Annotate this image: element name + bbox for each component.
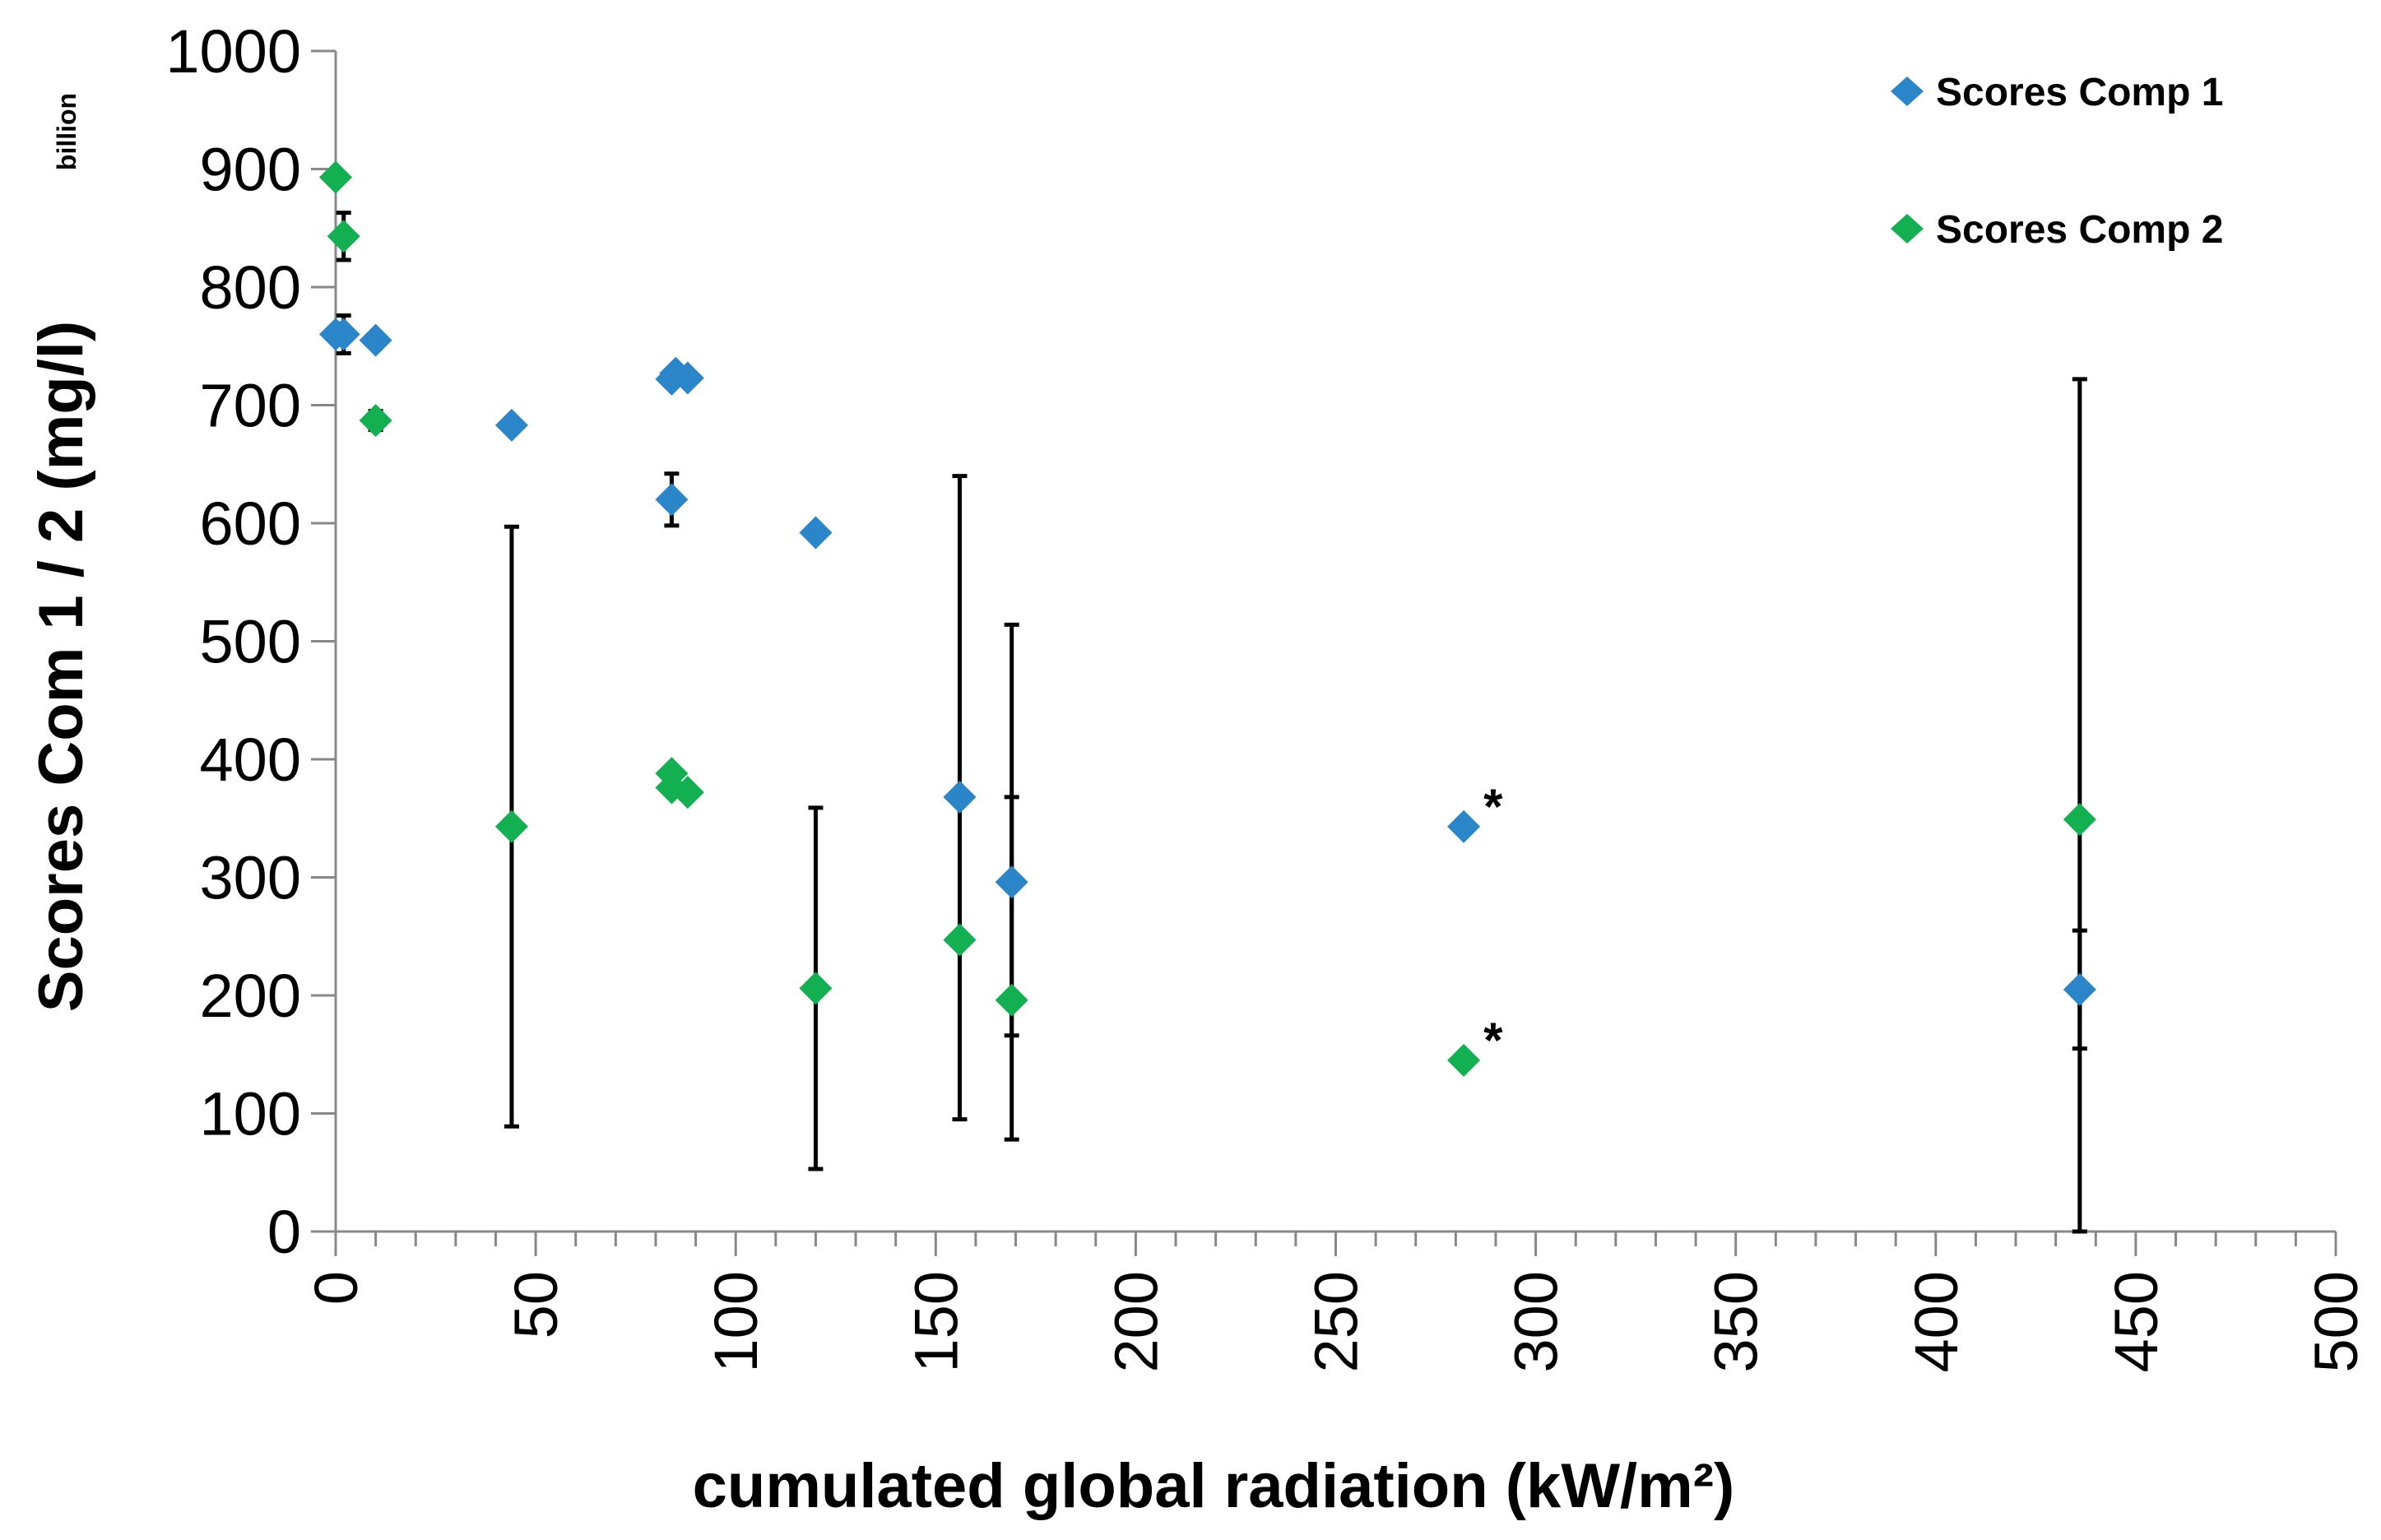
point-comp2	[2063, 803, 2096, 837]
data-points	[319, 160, 2096, 1077]
legend: Scores Comp 1 Scores Comp 2	[1891, 71, 2223, 252]
y-tick-labels: 0 100 200 300 400 500 600 700 800 900 1000	[165, 17, 301, 1266]
point-comp2	[995, 983, 1028, 1017]
point-comp1	[655, 483, 689, 517]
x-tick-label: 500	[2302, 1271, 2370, 1372]
axes-layer	[311, 49, 2337, 1256]
x-tick-label: 400	[1902, 1271, 1970, 1372]
y-tick-label: 100	[200, 1080, 301, 1148]
x-tick-label: 250	[1302, 1271, 1371, 1372]
y-tick-label: 700	[200, 372, 301, 440]
point-comp1	[327, 318, 360, 351]
point-comp1	[2063, 972, 2096, 1006]
point-comp1	[943, 780, 977, 814]
x-tick-labels: 0 50 100 150 200 250 300 350 400 450 500	[302, 1271, 2370, 1372]
point-comp1	[799, 516, 833, 550]
x-tick-label: 50	[502, 1271, 570, 1338]
y-tick-label: 1000	[165, 17, 301, 86]
legend-marker-comp1	[1891, 77, 1924, 106]
point-comp2	[943, 923, 977, 957]
point-comp2	[319, 160, 352, 194]
legend-marker-comp2	[1891, 214, 1924, 244]
y-tick-label: 400	[200, 726, 301, 794]
point-comp2	[327, 220, 360, 253]
legend-item-comp2: Scores Comp 2	[1891, 208, 2223, 252]
y-axis-title: Scores Com 1 / 2 (mg/l)	[26, 321, 96, 1012]
point-comp1	[494, 408, 528, 442]
x-tick-label: 200	[1102, 1271, 1170, 1372]
y-tick-label: 800	[200, 253, 301, 322]
x-tick-label: 450	[2102, 1271, 2170, 1372]
y-tick-label: 300	[200, 844, 301, 912]
legend-label-comp1: Scores Comp 1	[1936, 71, 2223, 114]
point-comp2	[494, 809, 528, 843]
x-tick-label: 150	[902, 1271, 970, 1372]
y-tick-label: 900	[200, 136, 301, 204]
x-tick-label: 350	[1702, 1271, 1771, 1372]
x-tick-label: 100	[702, 1271, 770, 1372]
y-tick-label: 0	[267, 1198, 301, 1266]
x-tick-label: 0	[302, 1271, 370, 1305]
error-bars	[336, 211, 2087, 1234]
point-comp2	[799, 972, 833, 1005]
point-comp2	[671, 776, 704, 809]
y-tick-label: 200	[200, 962, 301, 1030]
y-tick-label: 500	[200, 608, 301, 676]
point-comp1	[995, 865, 1028, 899]
point-comp1	[1447, 809, 1481, 843]
x-tick-label: 300	[1502, 1271, 1571, 1372]
point-comp2	[1447, 1043, 1481, 1077]
y-tick-label: 600	[200, 489, 301, 558]
legend-item-comp1: Scores Comp 1	[1891, 71, 2223, 114]
y-axis-unit-note: billion	[52, 93, 81, 170]
point-note-asterisk: *	[1483, 1013, 1503, 1068]
legend-label-comp2: Scores Comp 2	[1936, 208, 2223, 252]
x-axis-title: cumulated global radiation (kW/m²)	[693, 1451, 1735, 1521]
point-comp1	[359, 323, 392, 357]
point-annotations: **	[1483, 779, 1503, 1068]
point-note-asterisk: *	[1483, 779, 1503, 834]
point-comp2	[359, 404, 392, 438]
point-comp1	[671, 361, 704, 395]
